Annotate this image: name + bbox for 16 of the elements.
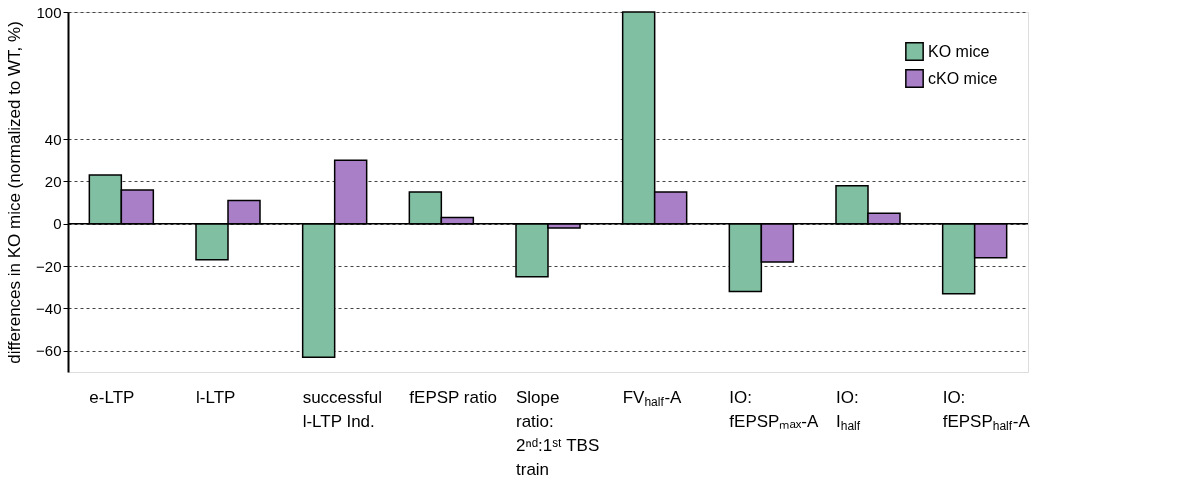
legend-label: KO mice xyxy=(928,42,990,60)
x-tick-label: l-LTP xyxy=(196,388,236,407)
x-tick-label: successful l-LTP Ind. xyxy=(302,388,383,431)
y-tick-label: −20 xyxy=(36,257,62,275)
y-tick-label: 20 xyxy=(44,172,62,190)
y-tick-label: −40 xyxy=(36,299,62,317)
y-tick-label: 0 xyxy=(53,215,62,233)
y-axis-title: differences in KO mice (normalized to WT, %) xyxy=(5,21,25,364)
x-tick-label: fEPSP ratio xyxy=(409,388,497,407)
x-tick-label: e-LTP xyxy=(89,388,135,407)
x-tick-label: Slope ratio: 2ⁿᵈ:1ˢᵗ TBS train xyxy=(516,388,600,479)
y-tick-label: 100 xyxy=(36,3,62,21)
x-tick-label: IO: fEPSPₘₐₓ-A xyxy=(729,388,819,431)
y-tick-label: 40 xyxy=(44,130,62,148)
legend-label: cKO mice xyxy=(928,69,998,87)
y-tick-label: −60 xyxy=(36,342,62,360)
